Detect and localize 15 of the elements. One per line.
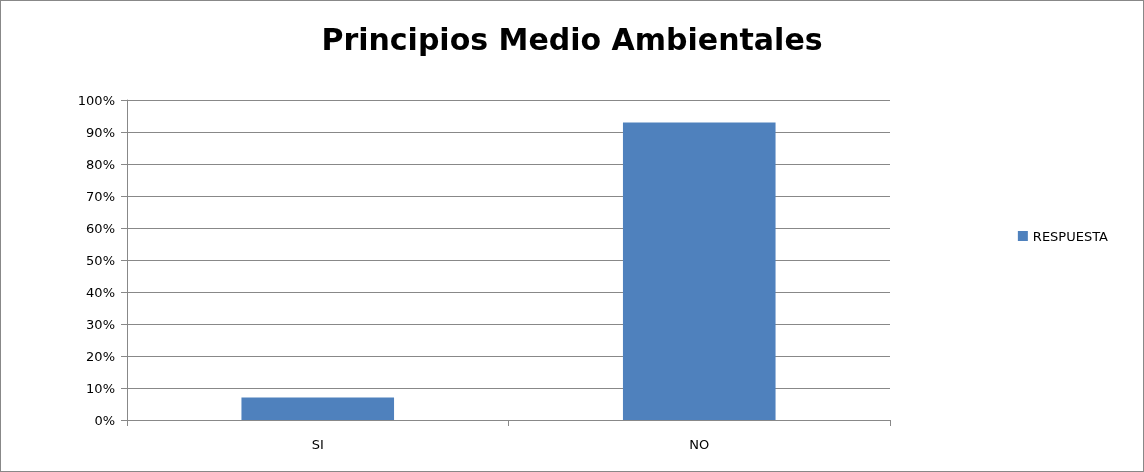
- y-tick-label: 90%: [86, 124, 115, 140]
- y-tick-label: 40%: [86, 284, 115, 300]
- y-tick-label: 0%: [94, 412, 115, 428]
- y-tick-label: 70%: [86, 188, 115, 204]
- x-tick-label: SI: [311, 437, 324, 452]
- chart-title: Principios Medio Ambientales: [321, 21, 823, 57]
- y-tick-label: 30%: [86, 316, 115, 332]
- y-tick-label: 60%: [86, 220, 115, 236]
- y-tick-label: 20%: [86, 348, 115, 364]
- y-tick-label: 10%: [86, 380, 115, 396]
- y-tick-label: 50%: [86, 252, 115, 268]
- y-tick-label: 80%: [86, 156, 115, 172]
- y-tick-label: 100%: [77, 92, 115, 108]
- legend-label: RESPUESTA: [1032, 228, 1109, 244]
- x-tick-label: NO: [689, 437, 710, 452]
